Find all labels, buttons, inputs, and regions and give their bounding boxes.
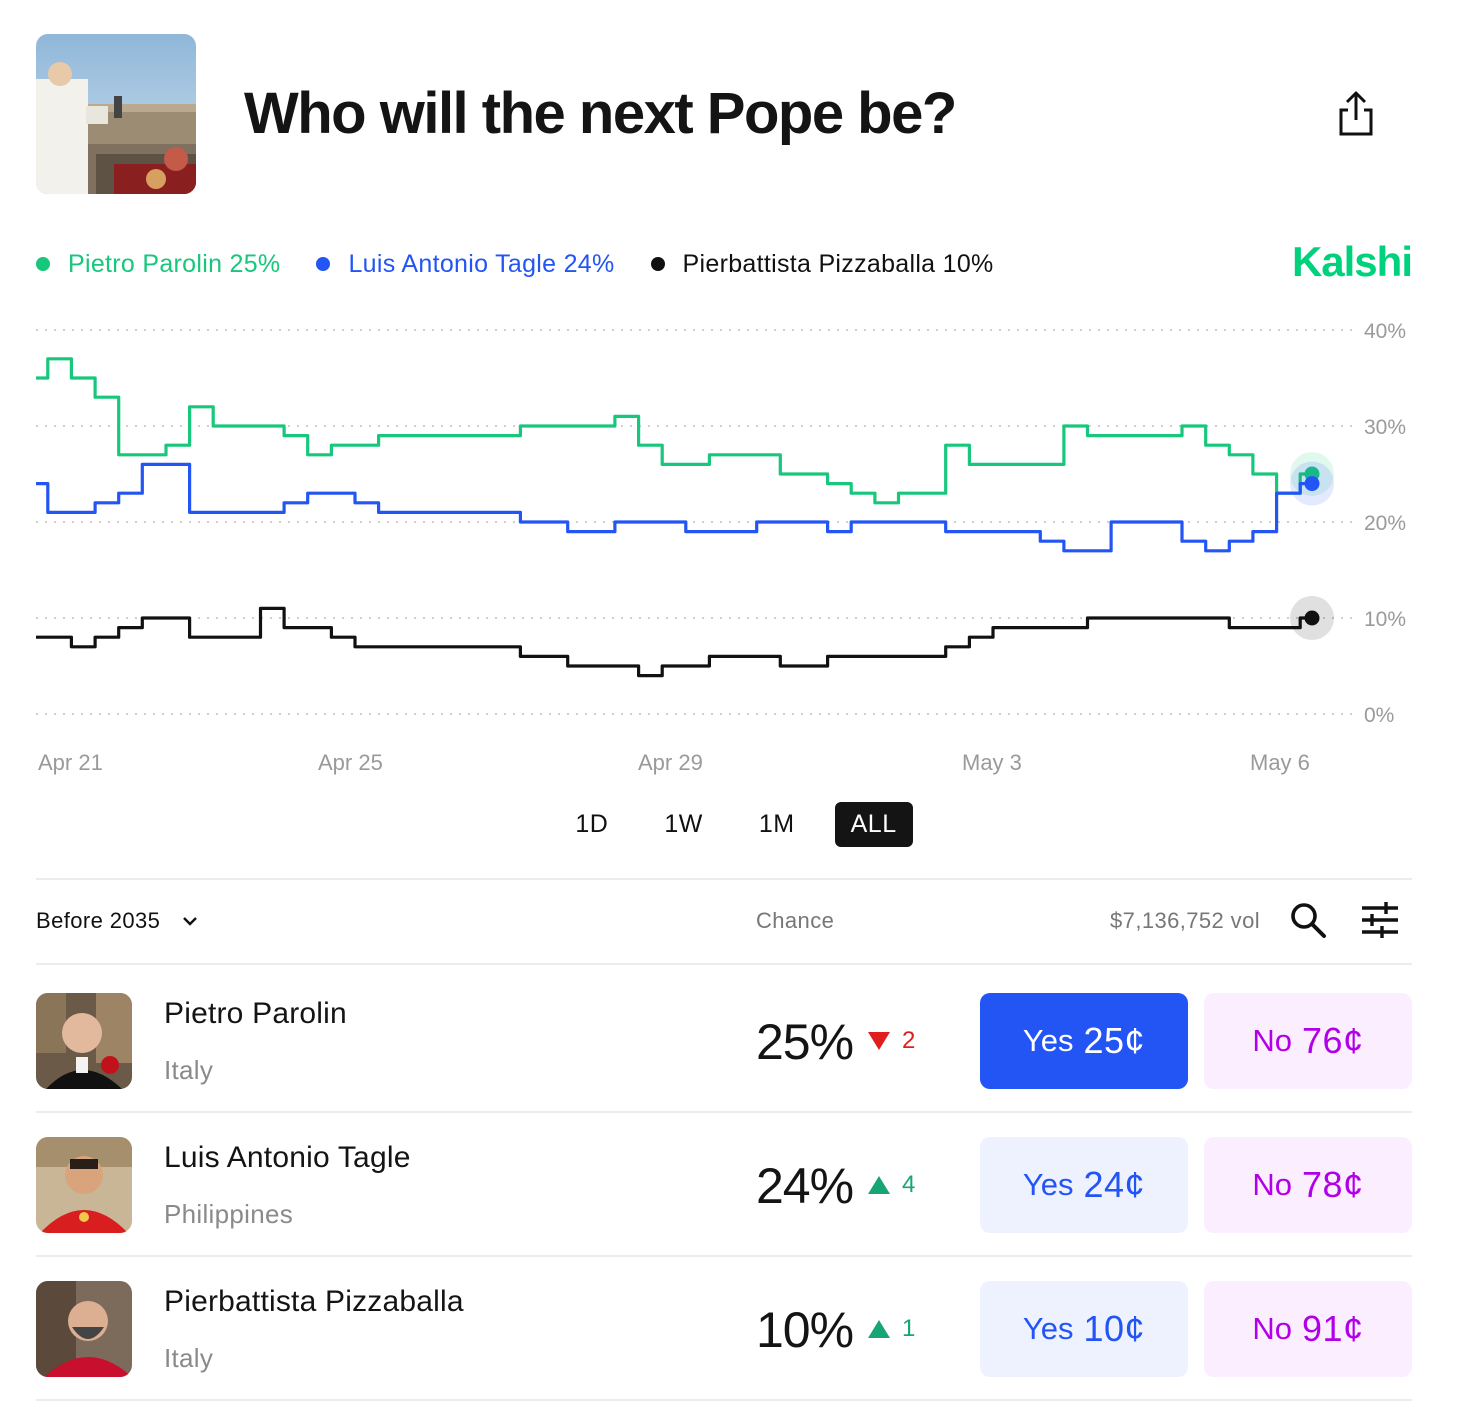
divider xyxy=(36,1255,1412,1257)
yes-label: Yes xyxy=(1022,1167,1074,1202)
candidate-photo xyxy=(36,993,132,1089)
outcome-row[interactable]: Pietro Parolin Italy 25% 2 Yes 25¢ No 76¢ xyxy=(36,993,1412,1089)
x-tick-label: May 3 xyxy=(962,750,1022,775)
y-tick-label: 30% xyxy=(1364,416,1406,439)
candidate-name: Pierbattista Pizzaballa xyxy=(164,1285,464,1318)
x-tick-label: Apr 29 xyxy=(638,750,703,775)
time-range-selector: 1D 1W 1M ALL xyxy=(0,802,1472,847)
pope-balcony-image xyxy=(36,34,196,194)
kalshi-logo: Kalshi xyxy=(1291,238,1413,285)
x-tick-label: Apr 25 xyxy=(318,750,383,775)
legend-label: Pierbattista Pizzaballa 10% xyxy=(682,249,994,278)
x-tick-label: Apr 21 xyxy=(38,750,103,775)
range-all[interactable]: ALL xyxy=(834,802,913,847)
buy-no-button[interactable]: No 91¢ xyxy=(1204,1281,1412,1377)
range-1w[interactable]: 1W xyxy=(664,810,703,838)
legend-item-tagle: Luis Antonio Tagle 24% xyxy=(316,250,614,279)
no-price: 78¢ xyxy=(1302,1164,1364,1205)
candidate-country: Italy xyxy=(164,1343,214,1373)
legend-dot xyxy=(36,257,50,271)
legend-dot xyxy=(316,257,331,271)
search-icon xyxy=(1291,903,1326,938)
series-line xyxy=(36,462,1312,553)
candidate-country: Italy xyxy=(164,1055,214,1085)
legend-label: Luis Antonio Tagle 24% xyxy=(348,249,615,278)
search-button[interactable] xyxy=(1288,900,1328,940)
yes-price: 24¢ xyxy=(1083,1164,1146,1205)
buy-yes-button[interactable]: Yes 24¢ xyxy=(980,1137,1188,1233)
volume-label: $7,136,752 vol xyxy=(1110,908,1260,933)
legend-item-pizzaballa: Pierbattista Pizzaballa 10% xyxy=(650,249,994,279)
no-price: 76¢ xyxy=(1302,1020,1364,1061)
triangle-down-icon xyxy=(868,1032,890,1050)
legend-dot xyxy=(650,257,665,271)
period-dropdown[interactable]: Before 2035 xyxy=(36,908,198,934)
range-1d[interactable]: 1D xyxy=(575,810,609,838)
triangle-up-icon xyxy=(868,1320,890,1338)
range-1m[interactable]: 1M xyxy=(758,810,795,838)
divider xyxy=(36,878,1412,880)
chance-header: Chance xyxy=(756,908,835,933)
divider xyxy=(36,1399,1412,1401)
candidate-name: Pietro Parolin xyxy=(164,997,347,1030)
buy-yes-button[interactable]: Yes 25¢ xyxy=(980,993,1188,1089)
yes-price: 25¢ xyxy=(1083,1020,1146,1061)
share-button[interactable] xyxy=(1336,90,1376,138)
filter-button[interactable] xyxy=(1358,900,1402,940)
no-label: No xyxy=(1252,1023,1293,1058)
series-line xyxy=(36,357,1312,505)
outcomes-header: Before 2035 Chance $7,136,752 vol xyxy=(36,896,1412,950)
no-label: No xyxy=(1252,1167,1293,1202)
buy-no-button[interactable]: No 76¢ xyxy=(1204,993,1412,1089)
legend-label: Pietro Parolin 25% xyxy=(68,249,281,278)
chart-legend: Pietro Parolin 25% Luis Antonio Tagle 24… xyxy=(36,244,1030,284)
chance-value: 10% xyxy=(756,1302,854,1358)
buy-yes-button[interactable]: Yes 10¢ xyxy=(980,1281,1188,1377)
share-icon xyxy=(1339,91,1373,136)
market-header: Who will the next Pope be? xyxy=(36,34,1412,194)
y-tick-label: 0% xyxy=(1364,704,1394,727)
chance-delta: 4 xyxy=(868,1171,915,1199)
x-tick-label: May 6 xyxy=(1250,750,1310,775)
series-end-point xyxy=(1304,610,1320,626)
series-end-point xyxy=(1304,476,1320,492)
chance-delta: 2 xyxy=(868,1027,915,1055)
legend-item-parolin: Pietro Parolin 25% xyxy=(36,250,280,279)
chevron-down-icon xyxy=(183,917,198,926)
y-tick-label: 20% xyxy=(1364,512,1406,535)
chance-value: 24% xyxy=(756,1158,854,1214)
divider xyxy=(36,1111,1412,1113)
chance-delta: 1 xyxy=(868,1315,915,1343)
outcome-row[interactable]: Pierbattista Pizzaballa Italy 10% 1 Yes 1… xyxy=(36,1281,1412,1377)
y-tick-label: 40% xyxy=(1364,320,1406,343)
delta-value: 2 xyxy=(902,1027,916,1054)
period-label: Before 2035 xyxy=(36,908,161,933)
candidate-photo xyxy=(36,1281,132,1377)
yes-price: 10¢ xyxy=(1083,1308,1146,1349)
no-label: No xyxy=(1252,1311,1293,1346)
yes-label: Yes xyxy=(1022,1023,1074,1058)
triangle-up-icon xyxy=(868,1176,890,1194)
candidate-photo xyxy=(36,1137,132,1233)
series-line xyxy=(36,606,1312,678)
chance-value: 25% xyxy=(756,1014,854,1070)
sliders-icon xyxy=(1362,902,1398,938)
buy-no-button[interactable]: No 78¢ xyxy=(1204,1137,1412,1233)
candidate-country: Philippines xyxy=(164,1199,294,1229)
outcome-row[interactable]: Luis Antonio Tagle Philippines 24% 4 Yes… xyxy=(36,1137,1412,1233)
market-title: Who will the next Pope be? xyxy=(244,81,957,146)
y-tick-label: 10% xyxy=(1364,608,1406,631)
price-chart: 40% 30% 20% 10% 0% Apr 21 Apr 25 Apr 29 May 3 May… xyxy=(36,320,1406,775)
yes-label: Yes xyxy=(1022,1311,1074,1346)
no-price: 91¢ xyxy=(1302,1308,1364,1349)
candidate-name: Luis Antonio Tagle xyxy=(164,1141,411,1174)
divider xyxy=(36,963,1412,965)
delta-value: 1 xyxy=(902,1315,916,1342)
delta-value: 4 xyxy=(902,1171,916,1198)
